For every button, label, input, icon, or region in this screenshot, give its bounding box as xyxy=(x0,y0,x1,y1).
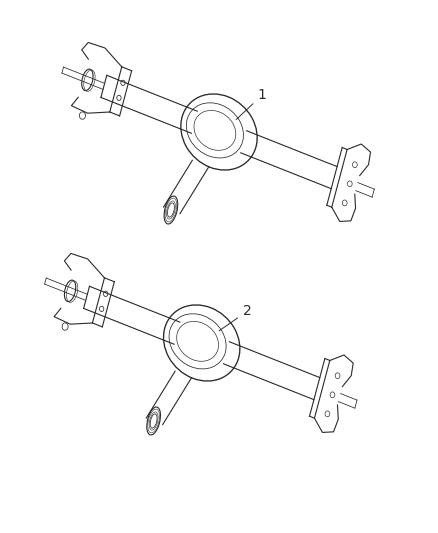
Text: 2: 2 xyxy=(219,304,251,331)
Text: 1: 1 xyxy=(236,88,267,119)
